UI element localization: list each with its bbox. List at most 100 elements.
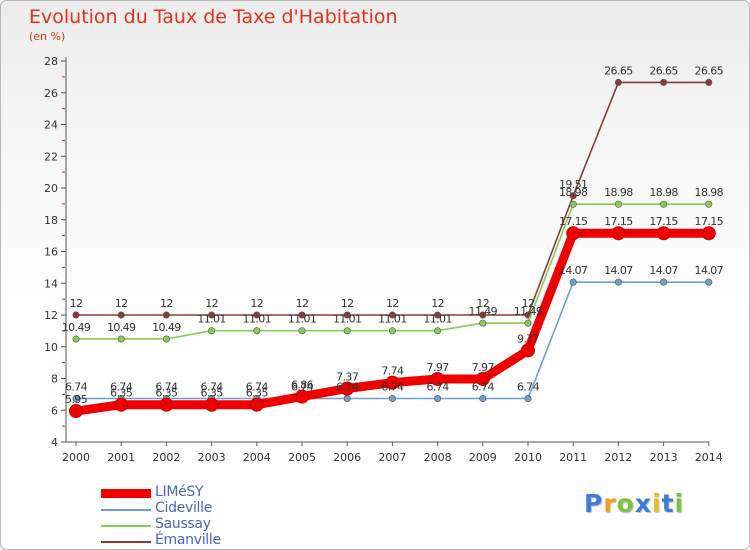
series-3-label-2013: 26.65	[649, 64, 678, 77]
legend-label-0: LIMéSY	[155, 484, 204, 500]
x-tick-label-2001: 2001	[107, 451, 135, 464]
logo-letter-1: r	[603, 489, 617, 518]
series-0-point-2012	[611, 226, 626, 241]
series-2-point-2012	[614, 200, 622, 208]
y-tick-label-4: 4	[51, 436, 58, 449]
series-1-label-2011: 14.07	[559, 264, 588, 277]
y-tick-label-24: 24	[44, 119, 58, 132]
series-0-point-2000	[69, 404, 83, 419]
series-1-point-2007	[388, 395, 396, 403]
y-tick-label-8: 8	[51, 373, 58, 386]
series-3-point-2008	[434, 311, 442, 319]
series-0-label-2005: 6.86	[291, 379, 314, 392]
y-tick-label-26: 26	[44, 87, 58, 100]
y-tick-label-14: 14	[44, 277, 58, 290]
series-1-label-2001: 6.74	[110, 381, 133, 394]
series-2-point-2007	[388, 327, 396, 335]
legend-label-3: Émanville	[155, 532, 221, 548]
series-2-label-2000: 10.49	[62, 321, 91, 334]
series-0-label-2003: 6.35	[201, 387, 224, 400]
series-2-label-2014: 18.98	[695, 186, 724, 199]
series-1-label-2004: 6.74	[246, 381, 269, 394]
legend-swatch-1	[101, 509, 151, 511]
series-2-label-2002: 10.49	[152, 321, 181, 334]
series-0-point-2002	[159, 397, 174, 412]
series-3-label-2010: 12	[522, 297, 535, 310]
y-tick-label-6: 6	[51, 404, 58, 417]
y-tick-label-22: 22	[44, 150, 58, 163]
x-tick-label-2003: 2003	[198, 451, 226, 464]
x-tick-label-2009: 2009	[469, 451, 497, 464]
x-tick-label-2008: 2008	[424, 451, 452, 464]
series-1-point-2014	[705, 278, 713, 286]
series-2-label-2004: 11.01	[243, 313, 272, 326]
series-0-point-2010	[521, 343, 535, 358]
series-3-label-2009: 12	[476, 297, 489, 310]
series-1-label-2007: 6.74	[381, 381, 404, 394]
series-3-label-2008: 12	[431, 297, 444, 310]
series-1-label-2003: 6.74	[201, 381, 224, 394]
x-tick-label-2010: 2010	[514, 451, 542, 464]
series-2-point-2014	[705, 200, 713, 208]
y-tick-label-12: 12	[44, 309, 58, 322]
series-3-point-2004	[253, 311, 261, 319]
y-tick-label-10: 10	[44, 341, 58, 354]
y-tick-label-20: 20	[44, 182, 58, 195]
logo-letter-5: t	[661, 489, 675, 518]
series-2-point-2000	[72, 335, 80, 343]
series-2-point-2001	[117, 335, 125, 343]
series-3-point-2005	[298, 311, 306, 319]
series-3-point-2002	[162, 311, 170, 319]
series-0-label-2014: 17.15	[695, 215, 724, 228]
series-1-label-2012: 14.07	[604, 264, 633, 277]
series-3-point-2011	[569, 192, 577, 200]
logo-letter-4: i	[652, 489, 662, 518]
legend-label-1: Cideville	[155, 500, 213, 516]
series-1-label-2009: 6.74	[472, 381, 495, 394]
series-3-label-2002: 12	[160, 297, 173, 310]
series-2-point-2011	[569, 200, 577, 208]
series-1-point-2000	[72, 395, 80, 403]
series-1-point-2008	[434, 395, 442, 403]
series-3-label-2006: 12	[341, 297, 354, 310]
series-3-point-2001	[117, 311, 125, 319]
series-3-label-2014: 26.65	[695, 64, 724, 77]
legend-swatch-2	[101, 525, 151, 527]
series-3-point-2007	[388, 311, 396, 319]
series-1-point-2012	[614, 278, 622, 286]
series-1-point-2013	[660, 278, 668, 286]
logo-letter-3: x	[634, 489, 652, 518]
series-2-label-2001: 10.49	[107, 321, 136, 334]
series-0-point-2014	[701, 226, 716, 241]
series-2-label-2006: 11.01	[333, 313, 362, 326]
x-tick-label-2005: 2005	[288, 451, 316, 464]
series-1-point-2009	[479, 395, 487, 403]
series-0-label-2007: 7.74	[381, 365, 404, 378]
series-2-label-2012: 18.98	[604, 186, 633, 199]
series-2-label-2011: 18.98	[559, 186, 588, 199]
logo-letter-0: P	[584, 489, 604, 518]
series-3-point-2012	[614, 78, 622, 86]
series-2-label-2005: 11.01	[288, 313, 317, 326]
logo-letter-6: i	[674, 489, 685, 518]
series-0-point-2003	[204, 397, 219, 412]
series-0-label-2012: 17.15	[604, 215, 633, 228]
series-0-label-2000: 5.95	[65, 393, 88, 406]
series-3-point-2009	[479, 311, 487, 319]
series-2-point-2013	[660, 200, 668, 208]
series-2-point-2004	[253, 327, 261, 335]
series-3-point-2006	[343, 311, 351, 319]
series-0-label-2002: 6.35	[155, 387, 178, 400]
series-3-label-2011: 19.51	[559, 178, 588, 191]
series-1-label-2002: 6.74	[155, 381, 178, 394]
series-2-point-2010	[524, 319, 532, 327]
series-3-point-2013	[660, 78, 668, 86]
series-3-point-2003	[208, 311, 216, 319]
series-3-label-2000: 12	[70, 297, 83, 310]
series-0-label-2013: 17.15	[649, 215, 678, 228]
series-0-point-2011	[566, 226, 581, 241]
series-3-point-2014	[705, 78, 713, 86]
series-1-label-2005: 6.74	[291, 381, 314, 394]
legend-swatch-0	[101, 489, 151, 498]
